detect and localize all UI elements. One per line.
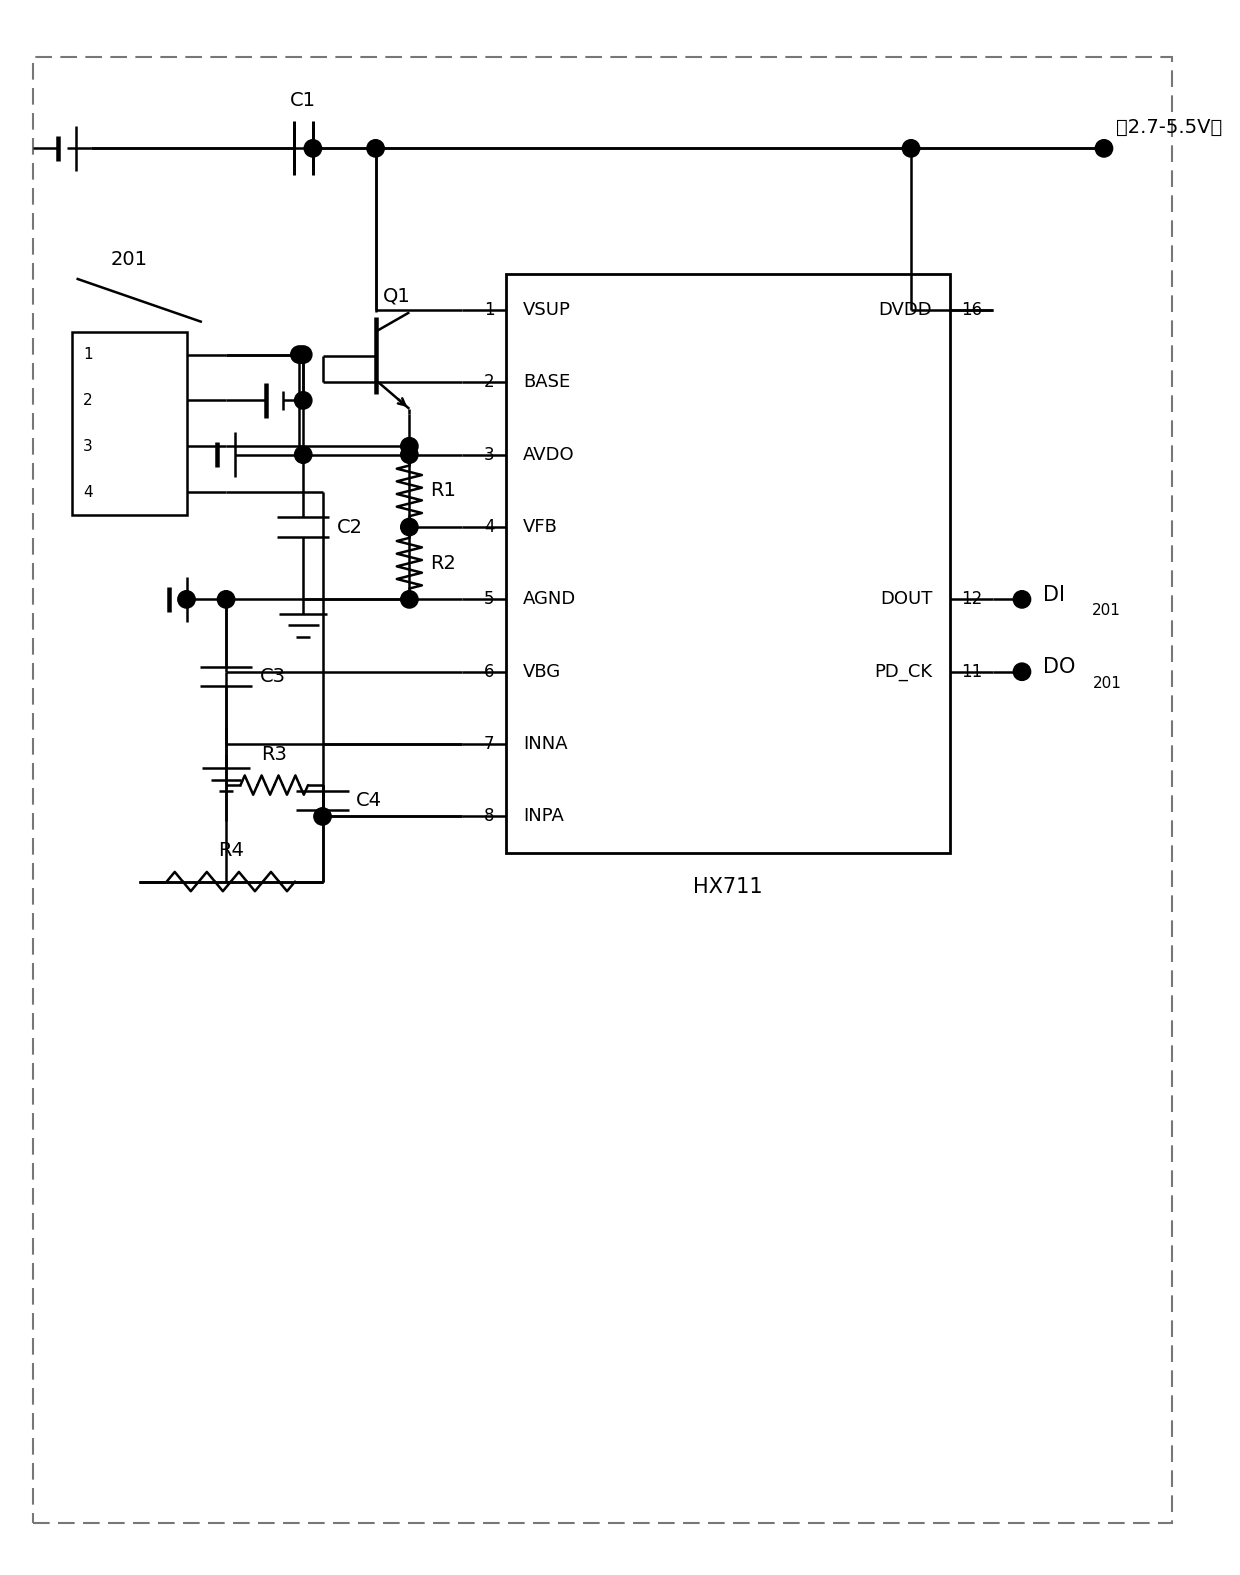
Circle shape — [1095, 140, 1112, 158]
Text: 16: 16 — [961, 301, 982, 320]
Text: INNA: INNA — [523, 736, 568, 753]
Text: 2: 2 — [484, 373, 495, 391]
Bar — [72, 332, 187, 515]
Text: DVDD: DVDD — [879, 301, 932, 320]
Circle shape — [295, 392, 312, 410]
Text: 2: 2 — [83, 392, 93, 408]
Text: DOUT: DOUT — [880, 591, 932, 608]
Circle shape — [290, 346, 308, 364]
Text: INPA: INPA — [523, 808, 564, 825]
Text: 12: 12 — [961, 591, 982, 608]
Circle shape — [401, 446, 418, 463]
Text: 3: 3 — [83, 439, 93, 454]
Text: R3: R3 — [262, 745, 288, 764]
Circle shape — [177, 591, 195, 608]
Text: R2: R2 — [430, 554, 456, 573]
Text: 201: 201 — [112, 250, 148, 269]
Text: HX711: HX711 — [693, 877, 763, 896]
Text: 7: 7 — [484, 736, 495, 753]
Text: R4: R4 — [218, 841, 244, 860]
Text: VBG: VBG — [523, 663, 562, 680]
Text: 201: 201 — [1094, 676, 1122, 691]
Text: 3: 3 — [484, 446, 495, 463]
Circle shape — [367, 140, 384, 158]
Text: C1: C1 — [290, 91, 316, 110]
Text: 6: 6 — [484, 663, 495, 680]
Text: （2.7-5.5V）: （2.7-5.5V） — [1116, 118, 1221, 137]
Text: PD_CK: PD_CK — [874, 663, 932, 680]
Text: 8: 8 — [484, 808, 495, 825]
FancyBboxPatch shape — [33, 57, 1172, 1523]
Text: 11: 11 — [961, 663, 982, 680]
Circle shape — [903, 140, 920, 158]
Text: C2: C2 — [337, 518, 363, 537]
Circle shape — [401, 438, 418, 455]
Text: 1: 1 — [83, 346, 93, 362]
Text: 5: 5 — [484, 591, 495, 608]
Text: Q1: Q1 — [383, 287, 410, 306]
Text: C3: C3 — [260, 668, 286, 687]
Circle shape — [295, 446, 312, 463]
Text: AVDO: AVDO — [523, 446, 575, 463]
Circle shape — [1013, 591, 1030, 608]
Circle shape — [295, 346, 312, 364]
Text: BASE: BASE — [523, 373, 570, 391]
Text: 1: 1 — [484, 301, 495, 320]
Text: VSUP: VSUP — [523, 301, 572, 320]
Bar — [506, 274, 950, 852]
Text: R1: R1 — [430, 482, 456, 501]
Circle shape — [1013, 663, 1030, 680]
Circle shape — [217, 591, 234, 608]
Text: 201: 201 — [1091, 603, 1120, 619]
Text: 4: 4 — [83, 485, 93, 499]
Circle shape — [314, 808, 331, 825]
Circle shape — [401, 518, 418, 536]
Text: DO: DO — [1043, 657, 1075, 677]
Circle shape — [401, 591, 418, 608]
Text: 4: 4 — [484, 518, 495, 536]
Text: AGND: AGND — [523, 591, 577, 608]
Text: VFB: VFB — [523, 518, 558, 536]
Circle shape — [304, 140, 321, 158]
Text: DI: DI — [1043, 584, 1065, 605]
Text: C4: C4 — [356, 791, 382, 810]
